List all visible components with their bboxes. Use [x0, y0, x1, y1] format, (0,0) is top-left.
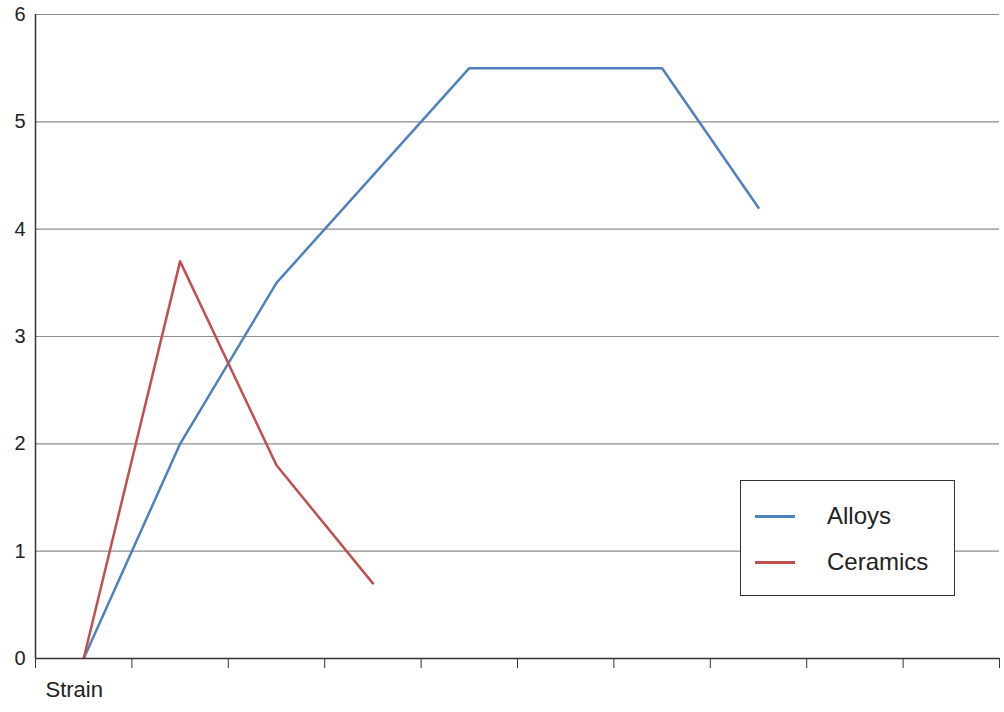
- svg-text:Strain: Strain: [46, 677, 103, 702]
- svg-text:5: 5: [14, 110, 25, 132]
- html-text:Ceramics: Ceramics: [827, 548, 929, 575]
- svg-text:1: 1: [14, 540, 25, 562]
- svg-text:3: 3: [14, 325, 25, 347]
- svg-text:6: 6: [14, 3, 25, 25]
- svg-text:4: 4: [14, 218, 25, 240]
- svg-text:2: 2: [14, 432, 25, 454]
- svg-text:0: 0: [14, 647, 25, 669]
- html-text:Alloys: Alloys: [827, 502, 891, 529]
